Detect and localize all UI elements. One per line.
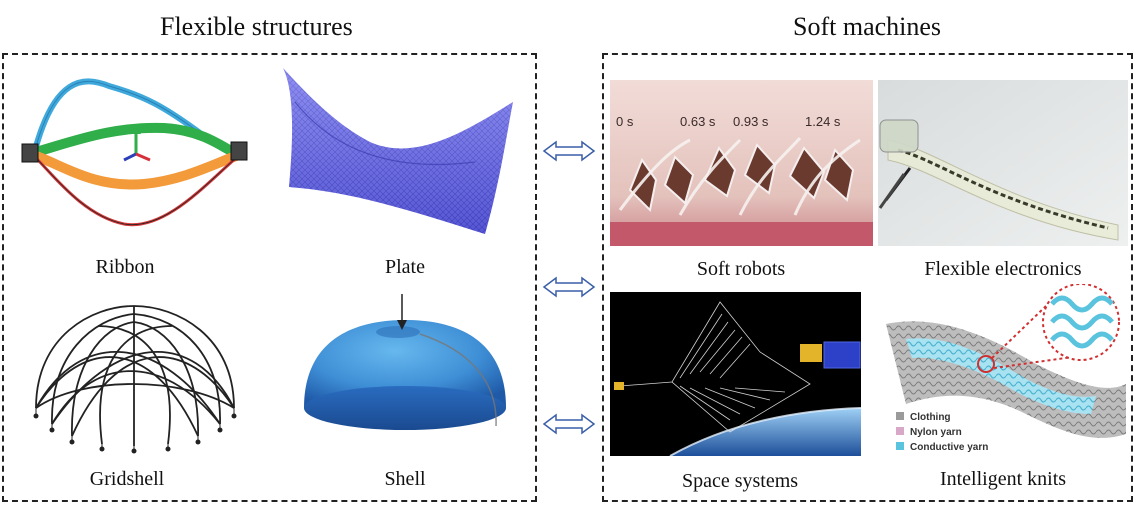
ribbon-figure: [14, 66, 264, 246]
flexible-electronics-label: Flexible electronics: [924, 258, 1082, 280]
soft-robots-photo: 0 s 0.63 s 0.93 s 1.24 s: [610, 80, 873, 246]
double-arrow-icon: [542, 413, 596, 440]
gridshell-label: Gridshell: [89, 468, 165, 490]
timestamp-label: 0.93 s: [733, 114, 769, 129]
shell-figure: [298, 290, 513, 450]
double-arrow-icon: [542, 140, 596, 167]
plate-figure: [275, 62, 530, 247]
left-panel-title: Flexible structures: [160, 12, 353, 41]
flexible-electronics-photo: [878, 80, 1128, 246]
intelligent-knits-figure: Clothing Nylon yarn Conductive yarn: [876, 284, 1132, 456]
legend-clothing: Clothing: [910, 412, 951, 423]
space-systems-label: Space systems: [681, 470, 799, 492]
double-arrow-icon: [542, 276, 596, 303]
space-systems-photo: [610, 292, 861, 456]
shell-label: Shell: [384, 468, 426, 490]
timestamp-label: 1.24 s: [805, 114, 841, 129]
intelligent-knits-label: Intelligent knits: [939, 468, 1067, 490]
timestamp-label: 0 s: [616, 114, 634, 129]
flexible-structures-panel: [2, 53, 537, 502]
ribbon-label: Ribbon: [95, 256, 155, 278]
soft-robots-label: Soft robots: [696, 258, 786, 280]
timestamp-label: 0.63 s: [680, 114, 716, 129]
right-panel-title: Soft machines: [793, 12, 942, 41]
plate-label: Plate: [385, 256, 425, 278]
soft-machines-panel: [602, 53, 1133, 502]
legend-conductive-yarn: Conductive yarn: [910, 442, 988, 453]
gridshell-figure: [22, 296, 247, 456]
legend-nylon-yarn: Nylon yarn: [910, 427, 962, 438]
